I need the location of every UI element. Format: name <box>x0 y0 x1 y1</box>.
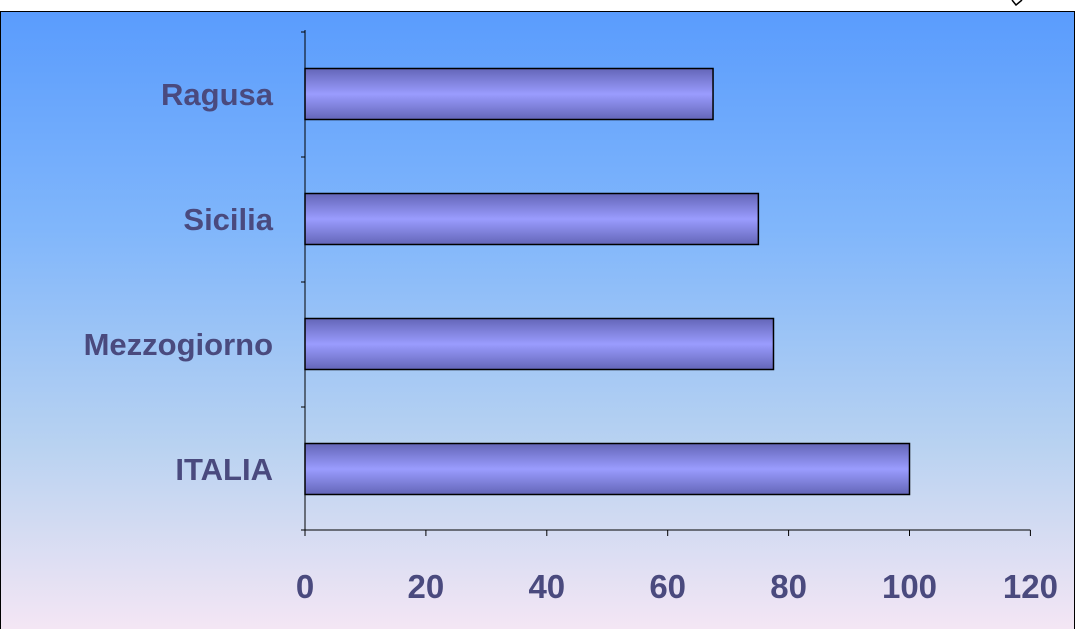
category-label-ragusa: Ragusa <box>161 77 274 112</box>
chart-frame: Ragusa Sicilia Mezzogiorno ITALIA 0 20 40 60 80 1… <box>0 11 1075 629</box>
bar-mezzogiorno <box>304 317 775 371</box>
category-label-italia: ITALIA <box>175 452 273 487</box>
labels-layer: Ragusa Sicilia Mezzogiorno ITALIA 0 20 40 60 80 1… <box>84 77 1058 605</box>
x-tick-label: 20 <box>408 568 445 605</box>
category-label-sicilia: Sicilia <box>183 202 273 237</box>
bars-layer <box>304 67 911 496</box>
x-tick-label: 40 <box>528 568 565 605</box>
category-label-mezzogiorno: Mezzogiorno <box>84 327 273 362</box>
x-tick-label: 100 <box>882 568 937 605</box>
x-tick-label: 0 <box>296 568 314 605</box>
bar-sicilia <box>304 192 760 246</box>
x-tick-label: 120 <box>1003 568 1058 605</box>
x-tick-label: 60 <box>649 568 686 605</box>
axes-layer <box>301 30 1031 536</box>
bar-italia <box>304 442 911 496</box>
x-tick-label: 80 <box>770 568 807 605</box>
bar-ragusa <box>304 67 714 121</box>
bar-chart: Ragusa Sicilia Mezzogiorno ITALIA 0 20 40 60 80 1… <box>84 30 1058 605</box>
corner-mark-icon <box>1011 0 1023 6</box>
